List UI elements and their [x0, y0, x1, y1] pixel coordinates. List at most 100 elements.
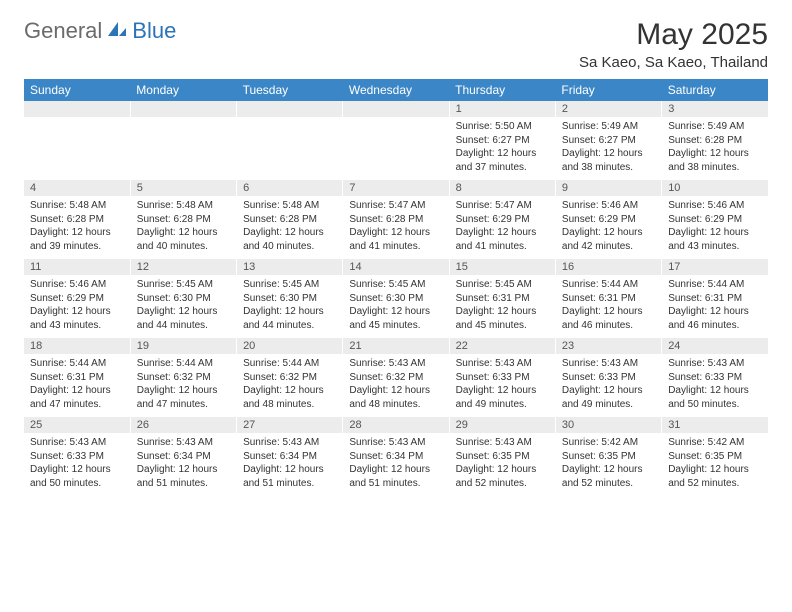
daylight-2: and 52 minutes. — [562, 477, 655, 491]
daylight-1: Daylight: 12 hours — [243, 384, 336, 398]
day-num: 1 — [449, 101, 555, 117]
sunset: Sunset: 6:35 PM — [562, 450, 655, 464]
day-cell — [130, 117, 236, 180]
sunrise: Sunrise: 5:45 AM — [456, 278, 549, 292]
daylight-2: and 47 minutes. — [30, 398, 124, 412]
logo-text-general: General — [24, 18, 102, 44]
day-cell: Sunrise: 5:43 AMSunset: 6:33 PMDaylight:… — [24, 433, 130, 496]
sunrise: Sunrise: 5:43 AM — [137, 436, 230, 450]
sunrise: Sunrise: 5:47 AM — [349, 199, 442, 213]
sunrise: Sunrise: 5:43 AM — [30, 436, 124, 450]
daynum-row: 11 12 13 14 15 16 17 — [24, 259, 768, 275]
detail-row: Sunrise: 5:48 AMSunset: 6:28 PMDaylight:… — [24, 196, 768, 259]
sunrise: Sunrise: 5:45 AM — [349, 278, 442, 292]
sunset: Sunset: 6:29 PM — [668, 213, 762, 227]
day-cell: Sunrise: 5:44 AMSunset: 6:32 PMDaylight:… — [130, 354, 236, 417]
day-cell — [343, 117, 449, 180]
daylight-1: Daylight: 12 hours — [137, 305, 230, 319]
calendar-table: Sunday Monday Tuesday Wednesday Thursday… — [24, 79, 768, 496]
daylight-2: and 50 minutes. — [30, 477, 124, 491]
day-cell: Sunrise: 5:46 AMSunset: 6:29 PMDaylight:… — [555, 196, 661, 259]
sunset: Sunset: 6:34 PM — [243, 450, 336, 464]
daylight-2: and 41 minutes. — [349, 240, 442, 254]
calendar-body: 1 2 3 Sunrise: 5:50 AMSunset: 6:27 PMDay… — [24, 101, 768, 496]
daylight-2: and 41 minutes. — [456, 240, 549, 254]
day-cell: Sunrise: 5:43 AMSunset: 6:33 PMDaylight:… — [555, 354, 661, 417]
sunrise: Sunrise: 5:43 AM — [668, 357, 762, 371]
weekday-header-row: Sunday Monday Tuesday Wednesday Thursday… — [24, 79, 768, 101]
sunset: Sunset: 6:28 PM — [668, 134, 762, 148]
day-num: 20 — [237, 338, 343, 354]
sunset: Sunset: 6:31 PM — [668, 292, 762, 306]
sunset: Sunset: 6:28 PM — [243, 213, 336, 227]
sunset: Sunset: 6:35 PM — [456, 450, 549, 464]
sunrise: Sunrise: 5:48 AM — [243, 199, 336, 213]
sunset: Sunset: 6:31 PM — [30, 371, 124, 385]
day-cell — [237, 117, 343, 180]
daynum-row: 1 2 3 — [24, 101, 768, 117]
day-num: 29 — [449, 417, 555, 433]
daylight-1: Daylight: 12 hours — [456, 147, 549, 161]
day-num: 25 — [24, 417, 130, 433]
weekday-wednesday: Wednesday — [343, 79, 449, 101]
sunset: Sunset: 6:33 PM — [668, 371, 762, 385]
day-cell: Sunrise: 5:43 AMSunset: 6:32 PMDaylight:… — [343, 354, 449, 417]
day-num: 19 — [130, 338, 236, 354]
daylight-1: Daylight: 12 hours — [243, 305, 336, 319]
daylight-2: and 52 minutes. — [668, 477, 762, 491]
sunrise: Sunrise: 5:45 AM — [243, 278, 336, 292]
daylight-1: Daylight: 12 hours — [456, 384, 549, 398]
daylight-1: Daylight: 12 hours — [243, 226, 336, 240]
sunrise: Sunrise: 5:48 AM — [30, 199, 124, 213]
day-cell: Sunrise: 5:47 AMSunset: 6:29 PMDaylight:… — [449, 196, 555, 259]
daylight-1: Daylight: 12 hours — [562, 305, 655, 319]
day-cell: Sunrise: 5:45 AMSunset: 6:30 PMDaylight:… — [130, 275, 236, 338]
daylight-2: and 45 minutes. — [456, 319, 549, 333]
daylight-1: Daylight: 12 hours — [30, 463, 124, 477]
day-num: 8 — [449, 180, 555, 196]
weekday-thursday: Thursday — [449, 79, 555, 101]
day-num: 30 — [555, 417, 661, 433]
daylight-2: and 51 minutes. — [349, 477, 442, 491]
day-num: 2 — [555, 101, 661, 117]
daylight-2: and 49 minutes. — [456, 398, 549, 412]
day-cell: Sunrise: 5:44 AMSunset: 6:31 PMDaylight:… — [24, 354, 130, 417]
day-num: 26 — [130, 417, 236, 433]
sunrise: Sunrise: 5:46 AM — [30, 278, 124, 292]
sunrise: Sunrise: 5:44 AM — [30, 357, 124, 371]
day-num — [343, 101, 449, 117]
sunset: Sunset: 6:28 PM — [349, 213, 442, 227]
sunrise: Sunrise: 5:43 AM — [243, 436, 336, 450]
sunset: Sunset: 6:31 PM — [562, 292, 655, 306]
sunset: Sunset: 6:32 PM — [349, 371, 442, 385]
daylight-1: Daylight: 12 hours — [668, 226, 762, 240]
daylight-2: and 51 minutes. — [137, 477, 230, 491]
day-cell: Sunrise: 5:44 AMSunset: 6:31 PMDaylight:… — [555, 275, 661, 338]
sunrise: Sunrise: 5:43 AM — [456, 436, 549, 450]
day-cell: Sunrise: 5:48 AMSunset: 6:28 PMDaylight:… — [24, 196, 130, 259]
daylight-1: Daylight: 12 hours — [668, 384, 762, 398]
sunrise: Sunrise: 5:43 AM — [562, 357, 655, 371]
sunrise: Sunrise: 5:43 AM — [349, 436, 442, 450]
weekday-friday: Friday — [555, 79, 661, 101]
daylight-1: Daylight: 12 hours — [456, 463, 549, 477]
sail-icon — [106, 20, 128, 43]
daylight-2: and 42 minutes. — [562, 240, 655, 254]
daylight-1: Daylight: 12 hours — [137, 226, 230, 240]
daylight-2: and 51 minutes. — [243, 477, 336, 491]
day-num: 11 — [24, 259, 130, 275]
daylight-2: and 40 minutes. — [243, 240, 336, 254]
sunrise: Sunrise: 5:47 AM — [456, 199, 549, 213]
daylight-1: Daylight: 12 hours — [349, 226, 442, 240]
month-title: May 2025 — [579, 18, 768, 52]
sunset: Sunset: 6:28 PM — [30, 213, 124, 227]
daylight-2: and 39 minutes. — [30, 240, 124, 254]
day-num — [130, 101, 236, 117]
day-cell: Sunrise: 5:43 AMSunset: 6:34 PMDaylight:… — [237, 433, 343, 496]
sunset: Sunset: 6:30 PM — [349, 292, 442, 306]
daylight-1: Daylight: 12 hours — [243, 463, 336, 477]
daylight-1: Daylight: 12 hours — [668, 305, 762, 319]
day-cell: Sunrise: 5:46 AMSunset: 6:29 PMDaylight:… — [662, 196, 768, 259]
day-cell: Sunrise: 5:43 AMSunset: 6:34 PMDaylight:… — [343, 433, 449, 496]
detail-row: Sunrise: 5:50 AMSunset: 6:27 PMDaylight:… — [24, 117, 768, 180]
